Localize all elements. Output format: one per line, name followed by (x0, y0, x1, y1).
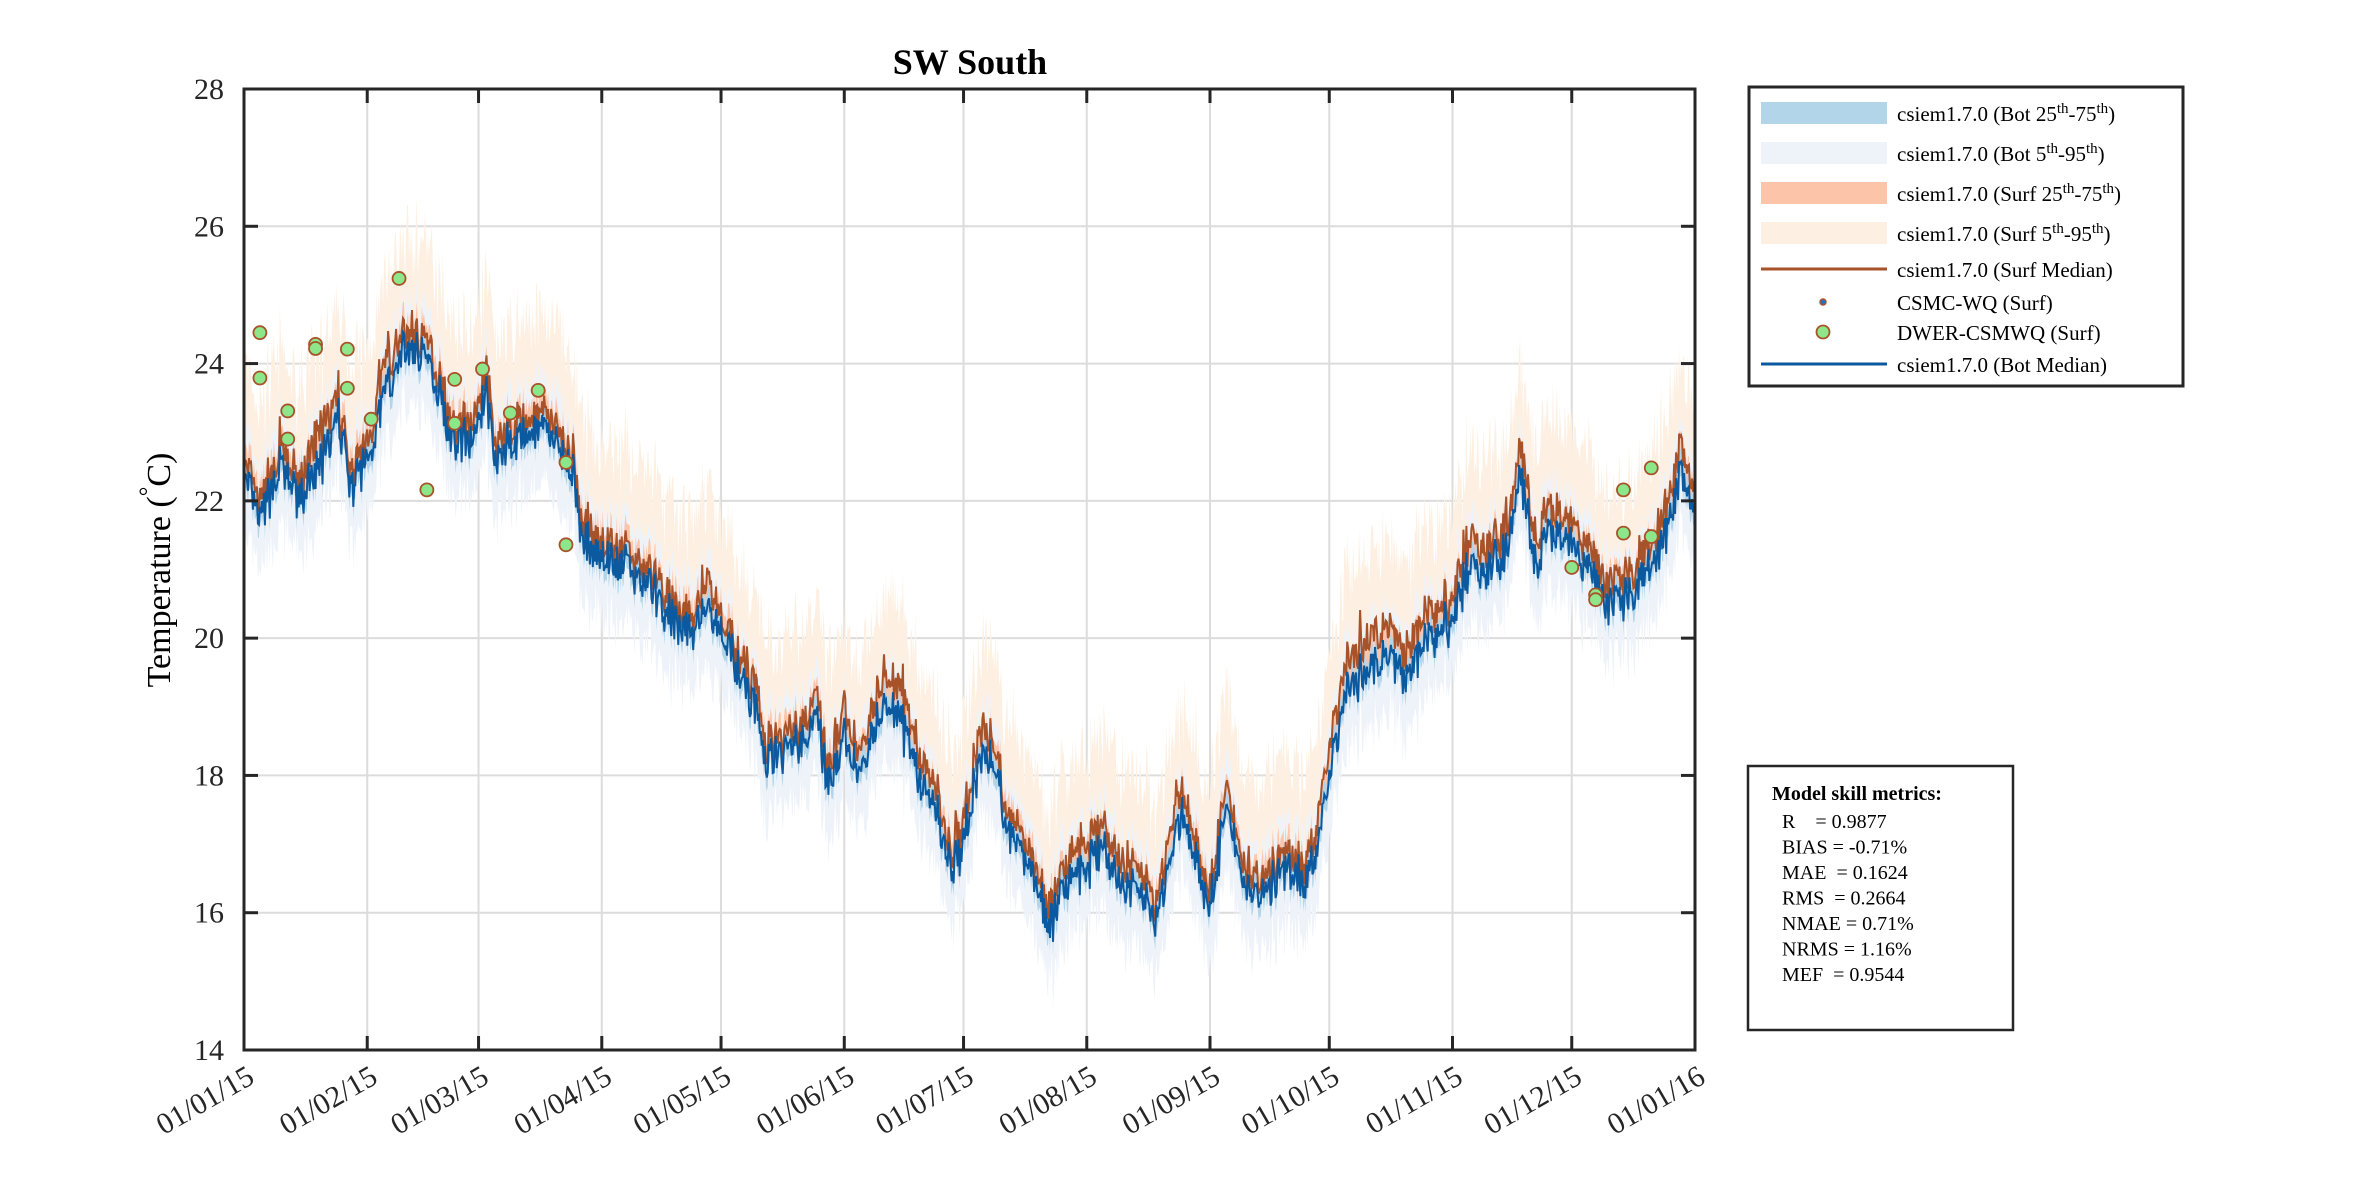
metric-line: RMS = 0.2664 (1782, 888, 1906, 910)
legend: csiem1.7.0 (Bot 25th-75th) csiem1.7.0 (Bo… (1747, 85, 2185, 388)
dwer-observation-point (252, 325, 268, 341)
bot-median-line (243, 328, 1696, 942)
dwer-observation-point (447, 415, 463, 431)
legend-label: csiem1.7.0 (Surf 25th-75th) (1897, 181, 2121, 206)
x-tick-label: 01/09/15 (1117, 1059, 1226, 1141)
x-tick-label: 01/07/15 (870, 1059, 979, 1141)
x-tick-label: 01/10/15 (1236, 1059, 1345, 1141)
dwer-observation-point (363, 411, 379, 427)
metric-line: MEF = 0.9544 (1782, 964, 1904, 986)
dwer-observation-point (447, 371, 463, 387)
metrics-title: Model skill metrics: (1772, 783, 1942, 805)
legend-label: csiem1.7.0 (Bot 25th-75th) (1897, 101, 2115, 126)
y-tick-label: 22 (194, 485, 224, 518)
legend-label: csiem1.7.0 (Surf 5th-95th) (1897, 221, 2111, 246)
y-tick-label: 24 (194, 348, 224, 381)
dwer-observation-point (280, 403, 296, 419)
y-tick-label: 18 (194, 759, 224, 792)
x-tick-label: 01/01/16 (1602, 1059, 1711, 1141)
x-tick-label: 01/02/15 (274, 1059, 383, 1141)
dwer-observation-point (252, 370, 268, 386)
legend-swatch-surf_5_95 (1761, 222, 1887, 244)
dwer-observation-point (1616, 525, 1631, 541)
metric-line: R = 0.9877 (1782, 811, 1887, 833)
legend-label: csiem1.7.0 (Bot 5th-95th) (1897, 141, 2105, 166)
y-tick-label: 16 (194, 897, 224, 930)
x-tick-label: 01/01/15 (151, 1059, 260, 1141)
legend-label: csiem1.7.0 (Bot Median) (1897, 353, 2107, 377)
surf-median-line (243, 309, 1696, 928)
legend-label: csiem1.7.0 (Surf Median) (1897, 258, 2113, 282)
legend-label: CSMC-WQ (Surf) (1897, 291, 2053, 315)
y-tick-label: 20 (194, 622, 224, 655)
percentile-bands (244, 197, 1695, 1013)
y-axis-label: Temperature (°C) (136, 453, 178, 688)
dwer-observation-point (475, 361, 490, 377)
x-tick-label: 01/08/15 (993, 1059, 1102, 1141)
x-tick-label: 01/03/15 (385, 1059, 494, 1141)
dwer-observation-point (280, 431, 296, 447)
dwer-observation-point (1588, 592, 1604, 608)
median-lines (243, 309, 1696, 942)
dwer-observation-point (391, 271, 407, 286)
metric-line: NMAE = 0.71% (1782, 913, 1914, 935)
y-tick-label: 14 (194, 1034, 224, 1067)
metrics-box: Model skill metrics: R = 0.9877 BIAS = -0.… (1746, 764, 2015, 1032)
dwer-observation-point (502, 405, 518, 421)
observation-points (252, 271, 1659, 608)
dwer-observation-point (1564, 560, 1580, 575)
dwer-observation-point (1616, 482, 1631, 498)
metric-line: MAE = 0.1624 (1782, 862, 1908, 884)
legend-marker-dwer (1815, 324, 1831, 340)
x-tick-label: 01/04/15 (508, 1059, 617, 1141)
dwer-observation-point (339, 380, 355, 396)
legend-swatch-bot_5_95 (1761, 142, 1887, 164)
metric-line: NRMS = 1.16% (1782, 939, 1912, 961)
x-tick-label: 01/06/15 (751, 1059, 860, 1141)
metrics-box-border (1746, 764, 2015, 1032)
dwer-observation-point (419, 482, 435, 498)
metric-line: BIAS = -0.71% (1782, 837, 1907, 859)
y-tick-label: 28 (194, 73, 224, 106)
legend-swatch-bot_25_75 (1761, 102, 1887, 124)
legend-marker-csmc (1819, 298, 1827, 306)
chart-title: SW South (893, 42, 1047, 82)
dwer-observation-point (308, 341, 323, 356)
dwer-observation-point (339, 341, 355, 357)
axes-box (242, 87, 1697, 1052)
dwer-observation-point (1643, 460, 1659, 476)
x-tick-label: 01/05/15 (628, 1059, 737, 1141)
x-tick-label: 01/11/15 (1360, 1059, 1468, 1140)
dwer-observation-point (530, 382, 546, 398)
dwer-observation-point (558, 537, 574, 553)
dwer-observation-point (558, 455, 574, 470)
legend-label: DWER-CSMWQ (Surf) (1897, 321, 2101, 345)
dwer-observation-point (1643, 529, 1659, 544)
y-tick-label: 26 (194, 210, 224, 243)
x-tick-label: 01/12/15 (1478, 1059, 1587, 1141)
legend-swatch-surf_25_75 (1761, 182, 1887, 204)
